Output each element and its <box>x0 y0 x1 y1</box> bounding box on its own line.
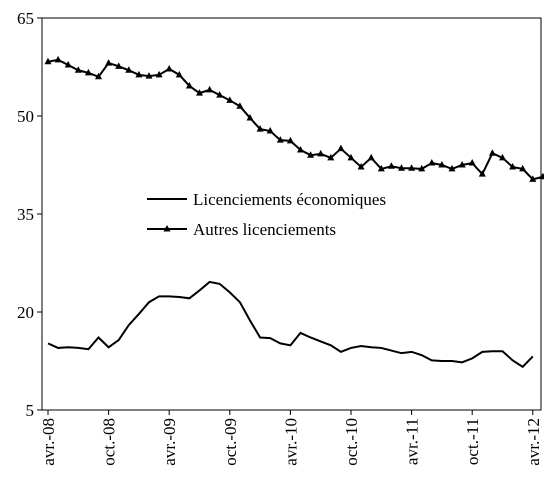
marker <box>105 59 113 66</box>
legend-marker <box>163 225 171 232</box>
marker <box>539 172 544 180</box>
marker <box>266 127 274 134</box>
y-tick-label: 50 <box>17 107 34 126</box>
legend-label: Autres licenciements <box>193 220 336 239</box>
y-tick-label: 5 <box>26 401 35 420</box>
x-tick-label: oct.-10 <box>342 418 361 466</box>
marker <box>246 113 254 121</box>
marker <box>135 70 143 78</box>
series-line <box>47 280 534 369</box>
marker <box>256 125 264 132</box>
marker <box>196 89 203 96</box>
x-tick-label: oct.-08 <box>100 418 119 466</box>
marker <box>125 66 133 73</box>
marker <box>216 91 224 98</box>
marker <box>175 70 183 78</box>
marker <box>286 136 294 144</box>
x-tick-label: avr.-09 <box>160 418 179 466</box>
marker <box>165 64 173 72</box>
marker <box>64 61 72 68</box>
marker <box>488 149 496 156</box>
marker <box>226 96 234 103</box>
marker <box>408 164 416 171</box>
marker <box>185 81 193 89</box>
marker <box>398 164 405 171</box>
marker <box>529 175 537 182</box>
y-tick-label: 20 <box>17 303 34 322</box>
marker <box>377 164 385 172</box>
marker <box>327 153 335 161</box>
marker <box>44 57 52 65</box>
marker <box>317 149 325 157</box>
x-tick-label: oct.-11 <box>463 418 482 465</box>
marker <box>478 170 486 177</box>
marker <box>448 164 456 172</box>
marker <box>84 68 92 76</box>
marker <box>206 85 214 93</box>
marker <box>357 162 365 170</box>
x-tick-label: avr.-10 <box>281 418 300 466</box>
marker <box>387 162 395 169</box>
x-tick-label: avr.-11 <box>403 418 422 465</box>
marker <box>347 153 355 161</box>
marker <box>74 66 82 73</box>
marker <box>95 72 102 80</box>
legend-label: Licenciements économiques <box>193 190 386 209</box>
marker <box>115 62 123 69</box>
marker <box>145 72 153 79</box>
marker <box>54 55 62 63</box>
marker <box>236 102 244 109</box>
x-tick-label: oct.-09 <box>221 418 240 466</box>
legend-box <box>143 185 396 245</box>
x-tick-label: avr.-12 <box>524 418 543 466</box>
marker <box>418 164 426 172</box>
marker <box>519 164 527 172</box>
marker <box>276 136 284 143</box>
y-tick-label: 65 <box>17 9 34 28</box>
marker <box>367 153 375 161</box>
marker <box>468 159 476 166</box>
marker <box>438 161 446 168</box>
marker <box>428 159 436 166</box>
marker <box>458 161 466 168</box>
marker <box>297 145 304 153</box>
series-line <box>47 58 544 181</box>
marker <box>499 153 506 161</box>
marker <box>509 162 517 170</box>
x-tick-label: avr.-08 <box>39 418 58 466</box>
y-tick-label: 35 <box>17 205 34 224</box>
marker <box>307 151 315 158</box>
marker <box>155 70 163 78</box>
marker <box>337 144 345 152</box>
